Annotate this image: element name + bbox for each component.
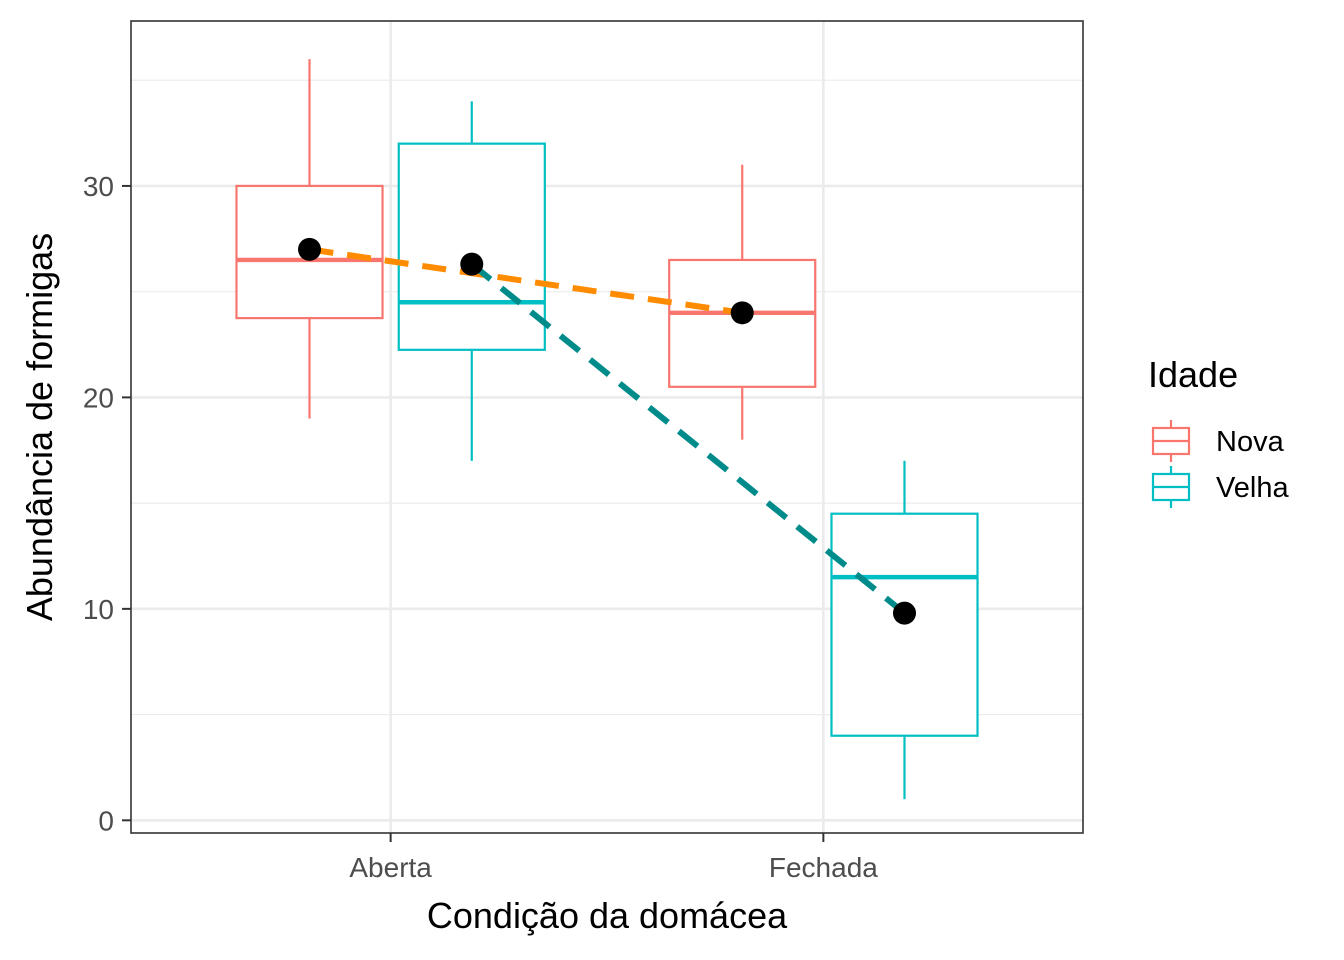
mean-point-velha-aberta	[460, 252, 484, 276]
mean-line-nova	[309, 246, 743, 316]
x-tick-label-aberta: Aberta	[349, 852, 432, 883]
mean-line-velha	[469, 261, 907, 616]
y-tick-label-20: 20	[83, 382, 114, 413]
legend-title: Idade	[1148, 354, 1238, 395]
mean-point-velha-fechada	[893, 601, 916, 625]
legend-item-nova: Nova	[1151, 420, 1285, 462]
x-tick-label-fechada: Fechada	[769, 852, 878, 883]
y-tick-label-10: 10	[83, 594, 114, 625]
y-tick-label-30: 30	[83, 171, 114, 202]
box-velha-aberta	[397, 101, 546, 461]
legend-label-nova: Nova	[1216, 426, 1285, 458]
mean-lines-layer	[309, 246, 907, 616]
x-axis-title: Condição da domácea	[427, 895, 788, 936]
box-rect-velha-aberta	[397, 142, 546, 351]
legend: Idade Nova Velha	[1148, 354, 1289, 508]
mean-point-nova-aberta	[298, 237, 321, 261]
box-velha-fechada	[830, 460, 979, 800]
mean-point-nova-fechada	[730, 301, 754, 325]
y-axis: 0 10 20 30	[83, 171, 131, 836]
legend-item-velha: Velha	[1151, 466, 1289, 508]
panel-border	[130, 20, 1084, 834]
box-rect-velha-fechada	[830, 512, 979, 737]
x-axis: Aberta Fechada	[349, 833, 878, 883]
mean-points-layer	[298, 237, 916, 625]
y-tick-label-0: 0	[98, 805, 114, 836]
legend-label-velha: Velha	[1216, 472, 1289, 504]
y-axis-title: Abundância de formigas	[19, 233, 60, 621]
